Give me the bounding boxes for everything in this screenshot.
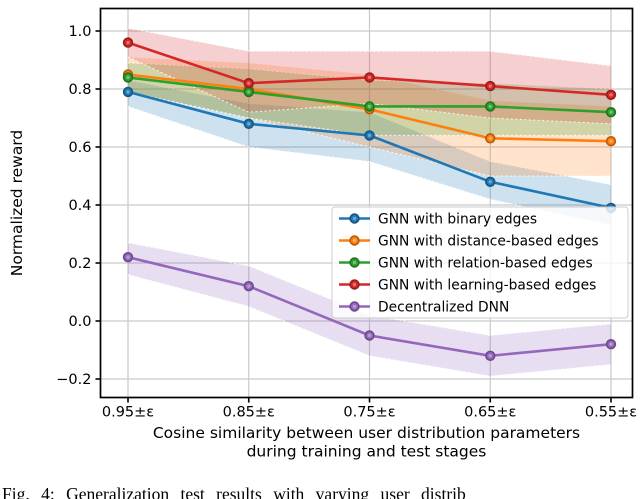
y-axis-label: Normalized reward bbox=[8, 130, 26, 277]
legend-label: GNN with distance-based edges bbox=[378, 234, 599, 250]
legend-entry: GNN with binary edges bbox=[339, 212, 537, 228]
legend-box bbox=[331, 206, 629, 319]
legend-label: GNN with learning-based edges bbox=[378, 278, 596, 294]
legend-entry: GNN with learning-based edges bbox=[339, 278, 596, 294]
data-point-marker bbox=[364, 330, 375, 341]
legend: GNN with binary edges GNN with distance-b… bbox=[331, 206, 629, 319]
data-point-marker bbox=[122, 86, 134, 98]
legend-label: Decentralized DNN bbox=[378, 300, 509, 316]
band bbox=[128, 242, 611, 377]
legend-marker bbox=[349, 235, 360, 246]
series-decentralized-dnn bbox=[122, 252, 617, 361]
data-point-marker bbox=[243, 77, 254, 89]
legend-marker bbox=[349, 301, 360, 312]
data-point-marker bbox=[243, 281, 254, 292]
data-point-marker bbox=[605, 106, 617, 118]
figure-caption: Fig. 4: Generalization test results with… bbox=[2, 484, 466, 499]
x-tick-label: 0.95±ε bbox=[102, 405, 154, 421]
data-point-marker bbox=[605, 339, 617, 350]
line-chart: 1.0 0.8 0.6 0.4 0.2 0.0 −0.2 0.95±ε 0.85±ε 0.75±ε… bbox=[8, 7, 638, 461]
legend-marker bbox=[349, 257, 360, 268]
data-point-marker bbox=[485, 176, 496, 188]
data-point-marker bbox=[485, 80, 496, 92]
axis-ticks: 1.0 0.8 0.6 0.4 0.2 0.0 −0.2 0.95±ε 0.85±ε 0.75±ε… bbox=[56, 24, 637, 421]
legend-label: GNN with binary edges bbox=[378, 212, 537, 228]
data-point-marker bbox=[122, 72, 134, 83]
data-point-marker bbox=[485, 133, 496, 144]
y-tick-label: 0.2 bbox=[68, 256, 91, 272]
x-tick-label: 0.65±ε bbox=[464, 405, 516, 421]
legend-entry: GNN with distance-based edges bbox=[339, 234, 599, 250]
legend-entry: Decentralized DNN bbox=[339, 300, 509, 316]
y-tick-label: −0.2 bbox=[56, 372, 91, 388]
legend-marker bbox=[349, 213, 360, 224]
x-axis-label-line2: during training and test stages bbox=[247, 443, 487, 461]
data-point-marker bbox=[605, 89, 617, 101]
series-gnn-with-relation-based-edges bbox=[122, 72, 617, 118]
x-tick-label: 0.85±ε bbox=[223, 405, 275, 421]
legend-label: GNN with relation-based edges bbox=[378, 256, 593, 272]
x-axis-label-line1: Cosine similarity between user distribut… bbox=[153, 424, 580, 442]
y-tick-label: 0.6 bbox=[68, 140, 91, 156]
data-point-marker bbox=[605, 136, 617, 147]
axes-spines bbox=[99, 7, 634, 399]
y-tick-label: 1.0 bbox=[68, 24, 91, 40]
series-gnn-with-learning-based-edges bbox=[122, 37, 617, 101]
y-tick-label: 0.8 bbox=[68, 82, 91, 98]
data-point-marker bbox=[485, 101, 496, 112]
data-point-marker bbox=[364, 72, 375, 83]
legend-entry: GNN with relation-based edges bbox=[339, 256, 593, 272]
data-point-marker bbox=[122, 252, 134, 263]
y-tick-label: 0.0 bbox=[68, 314, 91, 330]
data-point-marker bbox=[364, 101, 375, 112]
x-tick-label: 0.75±ε bbox=[343, 405, 395, 421]
data-point-marker bbox=[243, 118, 254, 130]
legend-marker bbox=[349, 279, 360, 290]
band bbox=[128, 80, 611, 226]
data-point-marker bbox=[364, 130, 375, 141]
y-tick-label: 0.4 bbox=[68, 198, 91, 214]
data-point-marker bbox=[122, 37, 134, 48]
data-point-marker bbox=[485, 350, 496, 361]
x-tick-label: 0.55±ε bbox=[585, 405, 637, 421]
